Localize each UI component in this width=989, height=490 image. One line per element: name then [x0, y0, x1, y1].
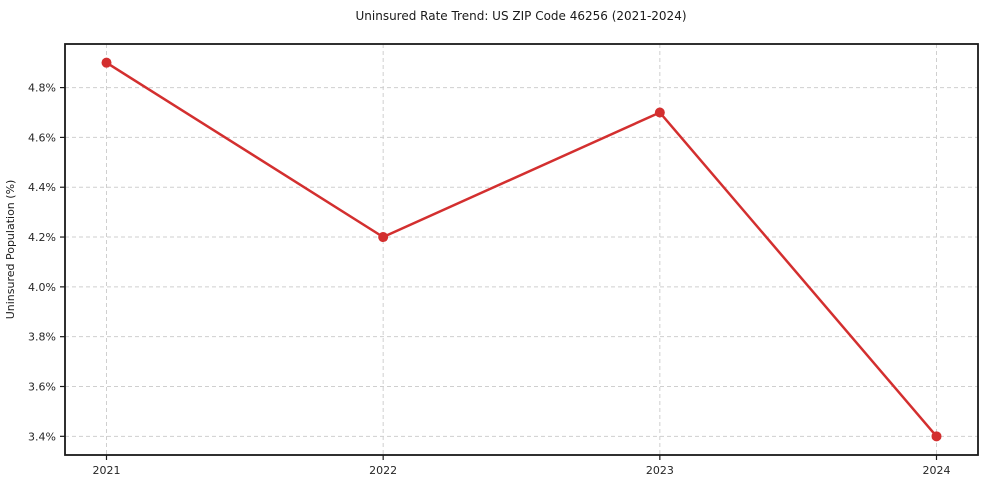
- data-point-marker: [654, 107, 665, 118]
- y-tick-label: 3.4%: [28, 430, 56, 443]
- y-tick-label: 4.2%: [28, 231, 56, 244]
- y-tick-label: 3.6%: [28, 381, 56, 394]
- x-tick-label: 2023: [646, 464, 674, 477]
- chart-title: Uninsured Rate Trend: US ZIP Code 46256 …: [355, 9, 686, 23]
- plot-border: [64, 43, 979, 456]
- y-tick-label: 3.8%: [28, 331, 56, 344]
- data-point-marker: [101, 57, 112, 68]
- y-tick-label: 4.8%: [28, 82, 56, 95]
- plot-area: 2021 2022 2023 2024 3.4% 3.6% 3.8% 4.0% 4.2% 4.4%…: [28, 43, 979, 477]
- x-tick-label: 2021: [93, 464, 121, 477]
- x-tick-label: 2022: [369, 464, 397, 477]
- data-point-marker: [378, 232, 389, 243]
- y-axis-label: Uninsured Population (%): [4, 180, 17, 320]
- y-tick-label: 4.0%: [28, 281, 56, 294]
- data-point-marker: [931, 431, 942, 442]
- y-tick-label: 4.6%: [28, 131, 56, 144]
- x-tick-label: 2024: [923, 464, 951, 477]
- trend-line: [105, 61, 938, 438]
- y-tick-label: 4.4%: [28, 181, 56, 194]
